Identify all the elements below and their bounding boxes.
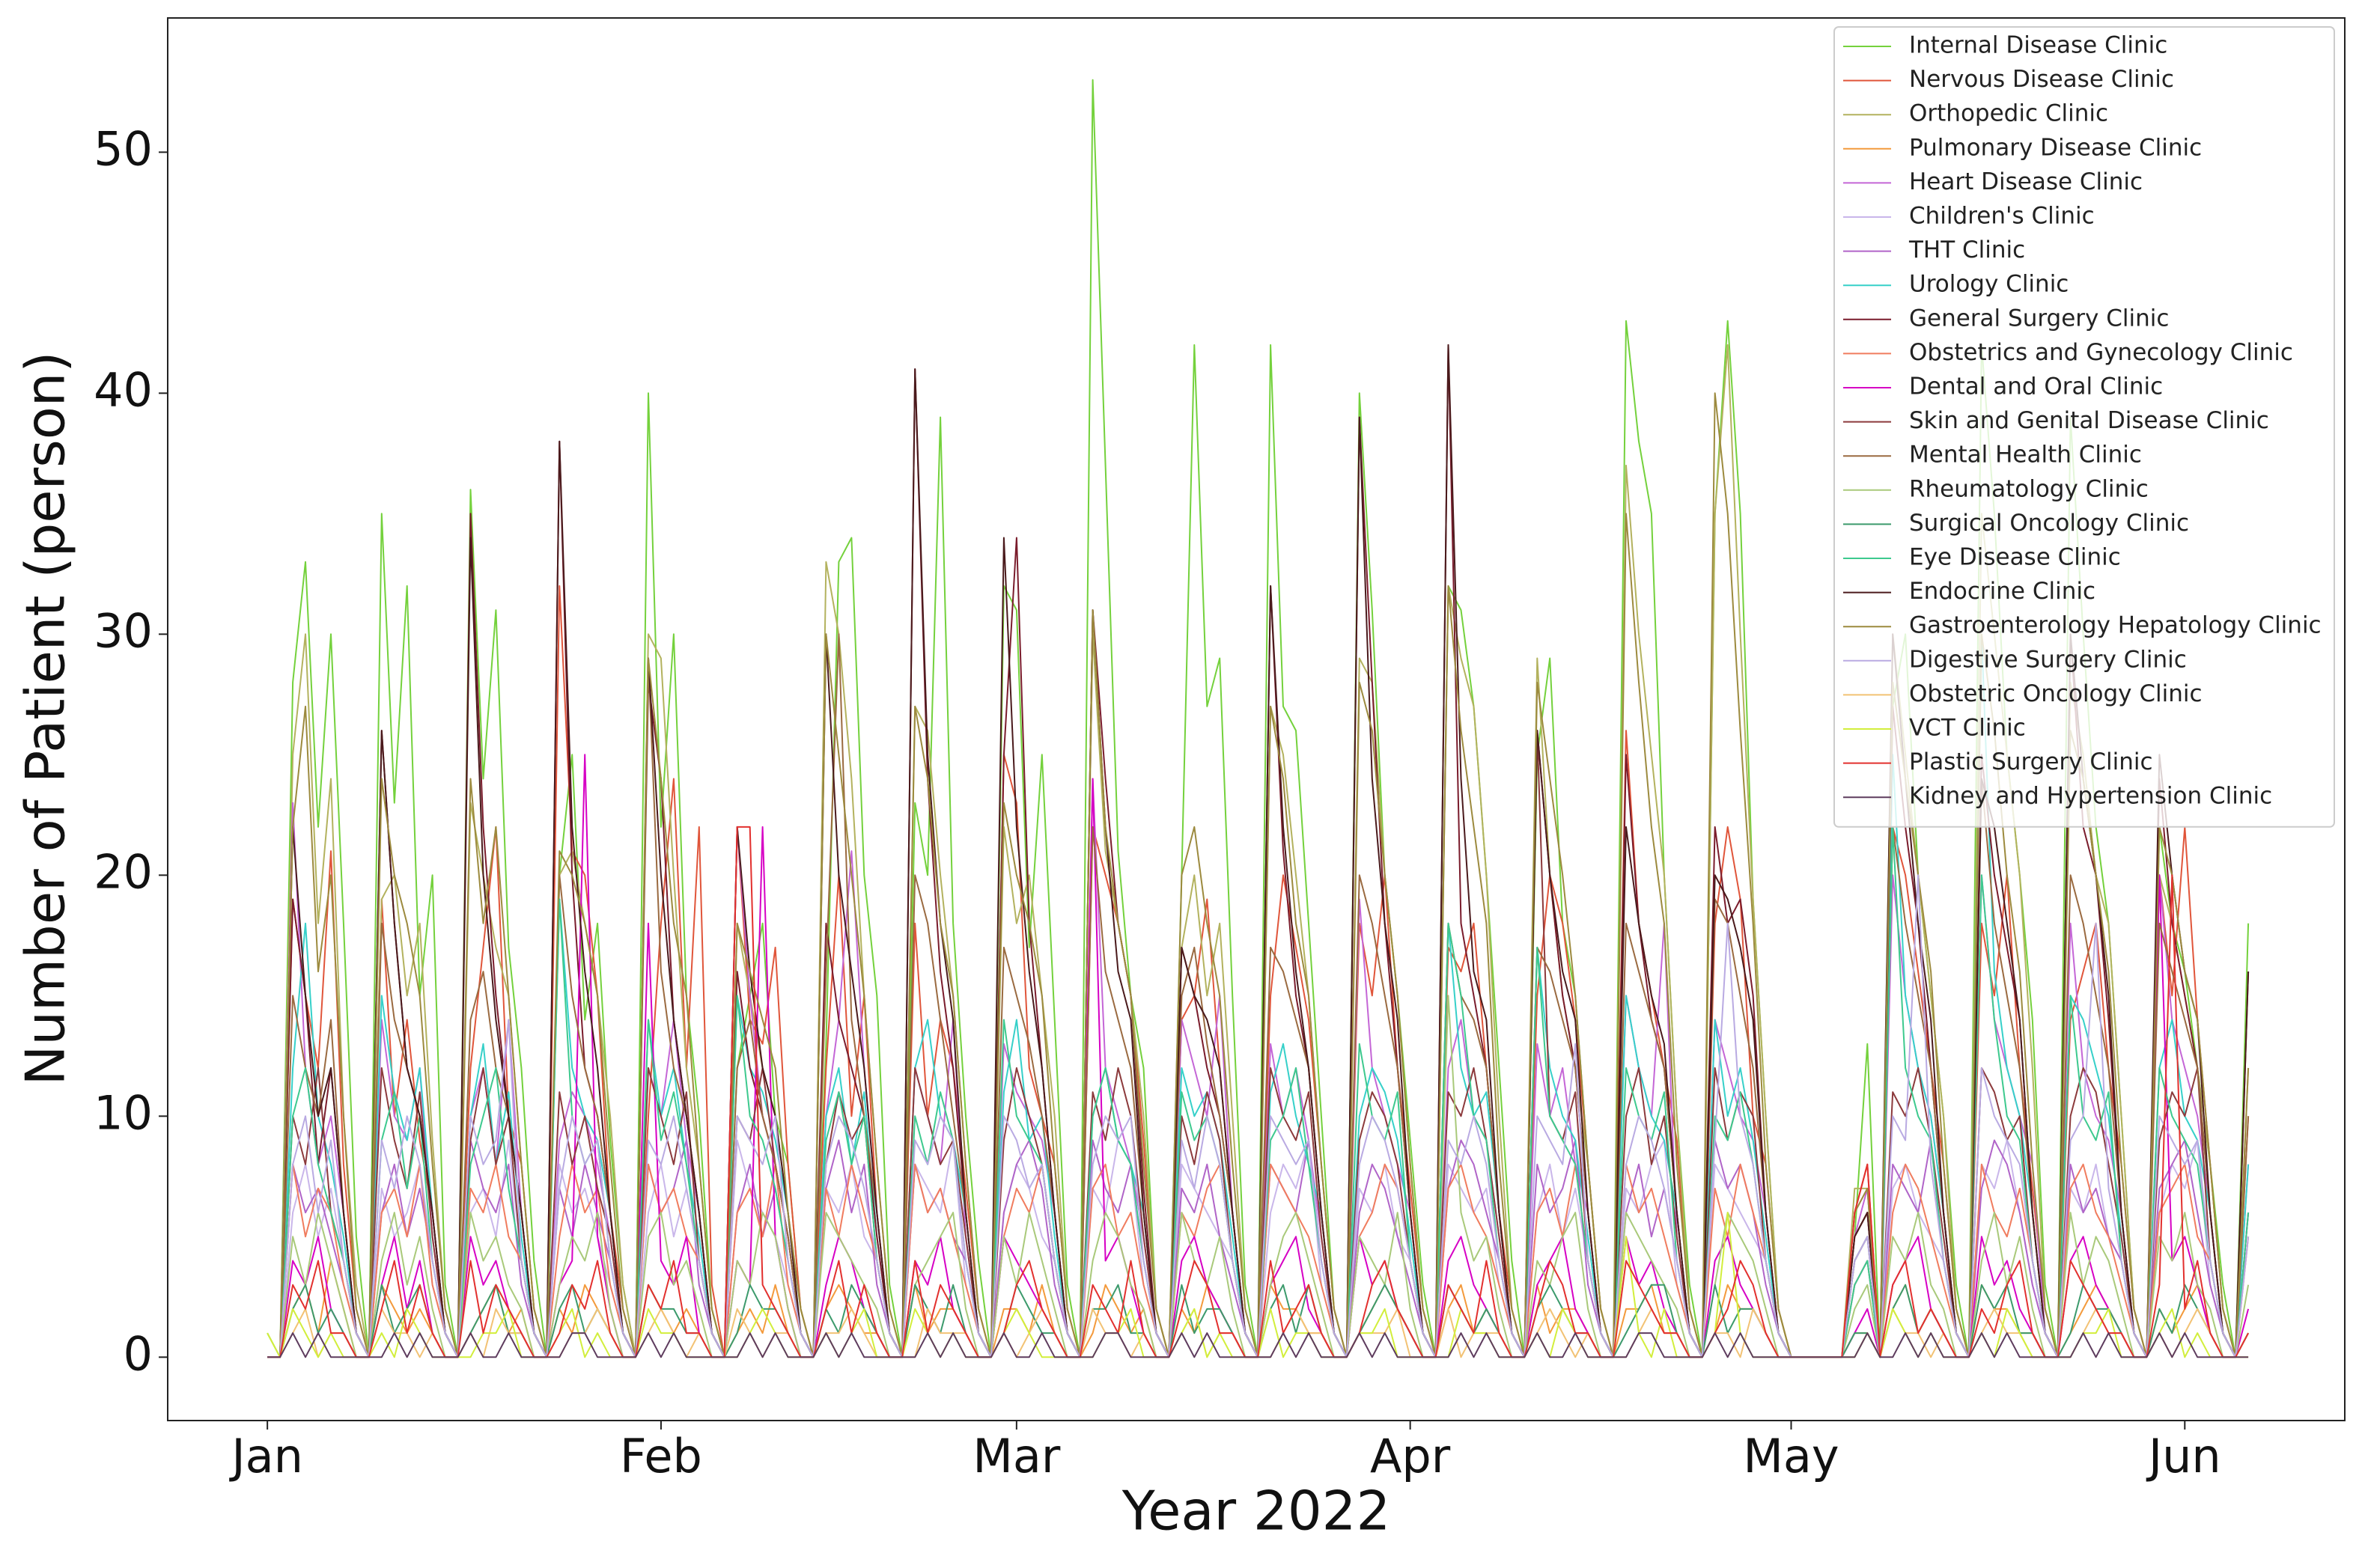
legend-label: Skin and Genital Disease Clinic: [1909, 407, 2269, 434]
legend-label: VCT Clinic: [1909, 715, 2026, 742]
legend-label: Surgical Oncology Clinic: [1909, 510, 2189, 537]
legend-label: Dental and Oral Clinic: [1909, 373, 2163, 400]
legend-label: Orthopedic Clinic: [1909, 100, 2108, 127]
legend-label: THT Clinic: [1908, 237, 2025, 263]
y-axis-label: Number of Patient (person): [14, 352, 77, 1086]
series-line: [267, 826, 2249, 1358]
series-line: [267, 1332, 2249, 1358]
legend-label: Gastroenterology Hepatology Clinic: [1909, 612, 2322, 639]
y-tick-label: 40: [94, 362, 153, 417]
legend-label: Internal Disease Clinic: [1909, 32, 2167, 59]
ticks: 0 10 20 30 40 50 Jan Feb Mar Apr May Jun: [94, 121, 2221, 1483]
legend-label: Obstetrics and Gynecology Clinic: [1909, 339, 2293, 366]
x-tick-label: Apr: [1370, 1429, 1451, 1483]
x-tick-label: Jun: [2146, 1429, 2221, 1483]
legend-label: Heart Disease Clinic: [1909, 168, 2143, 195]
legend-label: Digestive Surgery Clinic: [1909, 646, 2187, 673]
x-tick-label: Feb: [620, 1429, 702, 1483]
legend-label: Rheumatology Clinic: [1909, 475, 2149, 502]
legend-label: Obstetric Oncology Clinic: [1909, 680, 2203, 707]
legend-label: Pulmonary Disease Clinic: [1909, 134, 2202, 161]
y-tick-label: 50: [94, 121, 153, 176]
y-tick-label: 10: [94, 1085, 153, 1140]
y-tick-label: 20: [94, 844, 153, 899]
legend-box: [1833, 26, 2335, 828]
legend-label: Children's Clinic: [1909, 203, 2095, 230]
x-axis-label: Year 2022: [1121, 1480, 1391, 1543]
legend-label: Urology Clinic: [1909, 271, 2069, 298]
legend-label: Plastic Surgery Clinic: [1909, 748, 2153, 775]
x-tick-label: Mar: [973, 1429, 1060, 1483]
y-tick-label: 30: [94, 603, 153, 658]
legend: Internal Disease Clinic Nervous Disease C…: [1833, 26, 2335, 828]
plot-frame: [167, 17, 2346, 1421]
x-tick-label: May: [1743, 1429, 1839, 1483]
legend-label: Eye Disease Clinic: [1909, 544, 2121, 571]
series-lines: [267, 79, 2250, 1358]
legend-label: Endocrine Clinic: [1909, 578, 2095, 605]
legend-label: Kidney and Hypertension Clinic: [1909, 783, 2272, 810]
series-line: [267, 826, 2250, 1358]
y-tick-label: 0: [124, 1326, 153, 1381]
legend-label: Nervous Disease Clinic: [1909, 66, 2174, 93]
legend-label: General Surgery Clinic: [1909, 305, 2169, 332]
legend-label: Mental Health Clinic: [1909, 442, 2142, 469]
x-tick-label: Jan: [228, 1429, 303, 1483]
